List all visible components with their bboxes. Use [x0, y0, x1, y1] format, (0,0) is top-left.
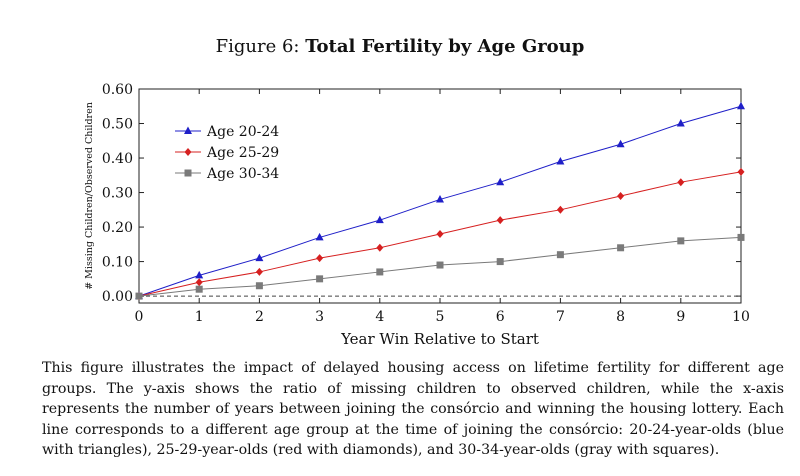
x-tick-label: 6	[496, 309, 505, 325]
legend-label-3: Age 30-34	[206, 166, 279, 182]
data-point-series-3	[737, 233, 745, 241]
y-tick-label: 0.60	[102, 82, 133, 98]
data-point-series-3	[677, 237, 685, 245]
x-tick-label: 5	[436, 309, 445, 325]
data-point-series-2	[255, 267, 263, 276]
x-tick-label: 10	[732, 309, 750, 325]
data-point-series-3	[436, 261, 444, 269]
data-point-series-1	[436, 194, 444, 203]
data-point-series-1	[616, 139, 625, 148]
y-tick-label: 0.10	[102, 255, 133, 271]
chart-title: Total Fertility by Age Group	[305, 36, 585, 57]
x-tick-label: 3	[315, 309, 324, 325]
data-point-series-1	[255, 253, 264, 262]
y-tick-label: 0.30	[102, 186, 133, 202]
figure-title: Figure 6: Total Fertility by Age Group	[0, 36, 800, 57]
data-point-series-3	[316, 275, 324, 283]
line-chart: 0.00 0.10 0.20 0.30 0.40 0.50 0.60 0 1 2 3 4 5 6 7 8 9 10…	[84, 82, 750, 348]
data-point-series-2	[376, 243, 384, 252]
data-point-series-2	[496, 216, 504, 225]
y-tick-label: 0.20	[102, 220, 133, 236]
x-axis-label: Year Win Relative to Start	[340, 330, 539, 348]
data-point-series-3	[135, 292, 143, 300]
x-tick-label: 4	[375, 309, 384, 325]
data-point-series-3	[195, 285, 203, 293]
data-point-series-3	[376, 268, 384, 276]
legend-marker-1	[184, 126, 192, 134]
data-point-series-3	[255, 282, 263, 290]
x-tick-label: 0	[135, 309, 144, 325]
data-point-series-1	[375, 215, 384, 224]
data-point-series-2	[617, 192, 625, 200]
data-point-series-3	[556, 251, 564, 259]
data-point-series-3	[617, 244, 625, 252]
x-tick-label: 2	[255, 309, 264, 325]
figure-label: Figure 6:	[215, 36, 300, 57]
data-point-series-1	[737, 101, 745, 110]
x-tick-label: 1	[195, 309, 204, 325]
data-point-series-2	[195, 278, 203, 287]
figure-caption: This figure illustrates the impact of de…	[42, 360, 784, 458]
x-tick-label: 8	[616, 309, 625, 325]
data-point-series-1	[676, 119, 685, 127]
data-point-series-2	[556, 205, 564, 214]
data-point-series-2	[677, 178, 685, 187]
legend-label-1: Age 20-24	[206, 124, 279, 140]
y-tick-label: 0.00	[102, 289, 133, 305]
x-tick-label: 9	[676, 309, 685, 325]
y-axis-label: # Missing Children/Observed Children	[84, 102, 95, 290]
legend-marker-2	[184, 148, 192, 156]
data-point-series-1	[195, 270, 204, 279]
y-tick-label: 0.50	[102, 117, 133, 133]
data-point-series-2	[436, 229, 444, 238]
y-tick-label: 0.40	[102, 151, 133, 167]
data-point-series-1	[496, 177, 505, 186]
data-point-series-2	[316, 254, 324, 263]
legend-marker-3	[184, 169, 192, 177]
data-point-series-2	[737, 167, 745, 176]
data-point-series-3	[496, 258, 504, 266]
x-tick-label: 7	[556, 309, 565, 325]
data-point-series-1	[556, 156, 565, 165]
data-point-series-1	[315, 232, 324, 241]
legend-label-2: Age 25-29	[206, 145, 279, 161]
